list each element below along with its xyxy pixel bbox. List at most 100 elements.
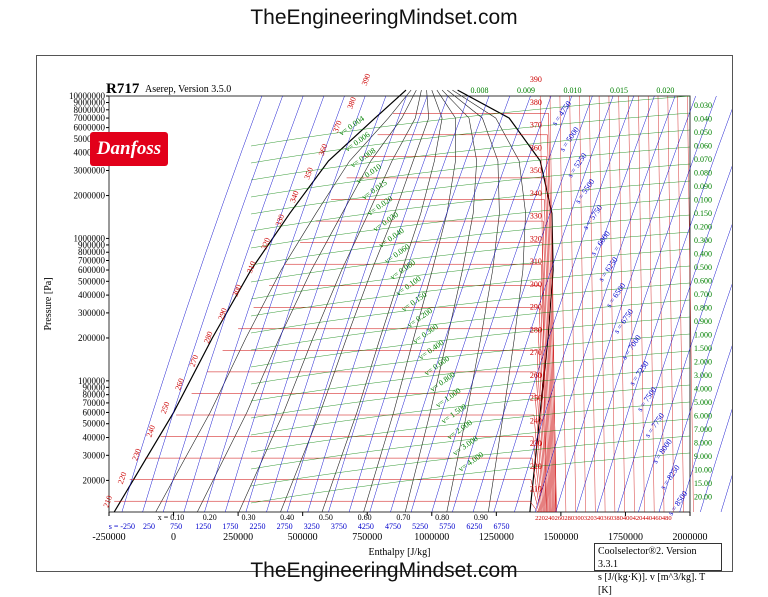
y-tick-label: 30000 bbox=[83, 450, 106, 460]
entropy-label: s = 7250 bbox=[627, 359, 650, 387]
isotherm-line bbox=[598, 95, 606, 513]
quality-label: x = 0.10 bbox=[158, 513, 185, 522]
isochore-line bbox=[250, 384, 691, 436]
isentrope-line bbox=[452, 95, 593, 513]
y-tick-label: 6000000 bbox=[74, 123, 106, 133]
x-tick-label: 1000000 bbox=[414, 532, 449, 543]
temperature-label: 270 bbox=[188, 354, 201, 368]
quality-label: 0.70 bbox=[396, 513, 410, 522]
y-tick-label: 400000 bbox=[78, 290, 106, 300]
x-axis-label: Enthalpy [J/kg] bbox=[369, 547, 431, 558]
temperature-label: 360 bbox=[530, 143, 542, 152]
volume-label: 0.800 bbox=[694, 304, 712, 313]
y-tick-label: 8000000 bbox=[74, 105, 106, 115]
danfoss-logo: Danfoss bbox=[90, 132, 168, 166]
y-axis-label: Pressure [Pa] bbox=[43, 277, 54, 330]
temperature-label: 220 bbox=[116, 471, 129, 485]
volume-label: 0.030 bbox=[694, 101, 712, 110]
bottom-temperature-labels: 2202402602803003203403603804004204404604… bbox=[535, 515, 672, 522]
isochore-line bbox=[250, 180, 691, 232]
isotherm-line bbox=[207, 371, 545, 513]
temperature-label: 330 bbox=[530, 212, 542, 221]
volume-label: 0.060 bbox=[694, 142, 712, 151]
isentrope-line bbox=[410, 95, 552, 513]
volume-label: 20.00 bbox=[694, 493, 712, 502]
isentrope-line bbox=[224, 95, 366, 513]
quality-label: 0.80 bbox=[435, 513, 449, 522]
y-tick-label: 50000 bbox=[83, 419, 106, 429]
volume-label: 0.700 bbox=[694, 290, 712, 299]
y-tick-label: 900000 bbox=[78, 240, 106, 250]
volume-label: 15.00 bbox=[694, 479, 712, 488]
isotherm-line bbox=[657, 95, 665, 513]
isochore-line bbox=[250, 418, 691, 470]
quality-line bbox=[446, 89, 500, 513]
temperature-label: 210 bbox=[102, 494, 115, 508]
isotherm-line bbox=[540, 95, 547, 513]
temperature-label: 290 bbox=[216, 307, 229, 321]
isentrope-line bbox=[266, 95, 407, 513]
isentrope-line bbox=[121, 95, 263, 513]
info-line-1: Coolselector®2. Version 3.3.1 bbox=[598, 546, 697, 570]
entropy-label: 3250 bbox=[304, 522, 320, 531]
entropy-label: s = -250 bbox=[109, 522, 135, 531]
entropy-label: 1250 bbox=[195, 522, 211, 531]
temperature-label: 370 bbox=[530, 121, 542, 130]
isotherm-line bbox=[393, 113, 557, 513]
temperature-label: 350 bbox=[302, 166, 315, 180]
isentrope-line bbox=[514, 95, 655, 513]
y-tick-label: 500000 bbox=[78, 276, 106, 286]
quality-line bbox=[238, 90, 422, 513]
isentrope-line bbox=[720, 474, 732, 513]
isochore-line bbox=[250, 299, 691, 351]
x-tick-label: 1250000 bbox=[479, 532, 514, 543]
isentrope-line bbox=[493, 95, 635, 513]
entropy-label: 2250 bbox=[249, 522, 265, 531]
watermark-bottom: TheEngineeringMindset.com bbox=[250, 559, 518, 582]
ph-chart: -250000 0 250000 500000 750000 1000000 1250000… bbox=[43, 72, 732, 558]
isotherm-line bbox=[677, 95, 684, 513]
isentrope-line bbox=[555, 95, 696, 513]
temperature-label: 280 bbox=[202, 330, 215, 344]
temperature-label: 260 bbox=[530, 371, 542, 380]
temperature-label: 390 bbox=[530, 75, 542, 84]
isochore-line bbox=[250, 401, 691, 453]
isentrope-line bbox=[431, 95, 573, 513]
y-tick-label: 70000 bbox=[83, 398, 106, 408]
entropy-label: 6750 bbox=[493, 522, 509, 531]
isentrope-line bbox=[328, 95, 469, 513]
x-tick-label: 2000000 bbox=[673, 532, 708, 543]
chart-title: R717 bbox=[106, 81, 140, 97]
isotherm-line bbox=[618, 95, 625, 513]
isotherm-line bbox=[114, 500, 539, 513]
entropy-label: 5750 bbox=[439, 522, 455, 531]
entropy-label: s = 6000 bbox=[589, 229, 612, 257]
isotherm-line bbox=[300, 242, 551, 513]
volume-label: 0.040 bbox=[694, 115, 712, 124]
entropy-label: s = 7500 bbox=[635, 385, 658, 413]
isotherm-line bbox=[346, 177, 554, 513]
isentrope-line bbox=[286, 95, 428, 513]
y-tick-label: 90000 bbox=[83, 382, 106, 392]
info-box: Coolselector®2. Version 3.3.1 s [J/(kg·K… bbox=[594, 543, 722, 596]
isotherm-line bbox=[648, 95, 655, 513]
volume-label: 0.015 bbox=[610, 86, 628, 95]
isochore-line bbox=[250, 367, 691, 419]
x-tick-label: 1500000 bbox=[543, 532, 578, 543]
temperature-label: 310 bbox=[245, 260, 258, 274]
temperature-label: 340 bbox=[288, 190, 301, 204]
plot-area bbox=[108, 95, 691, 513]
chart-subtitle: Aserep, Version 3.5.0 bbox=[145, 84, 232, 95]
isotherm-line bbox=[269, 285, 549, 513]
temperature-label: 360 bbox=[317, 143, 330, 157]
isotherm-line bbox=[145, 457, 541, 513]
volume-label: 0.200 bbox=[694, 223, 712, 232]
isotherm-line bbox=[608, 95, 616, 513]
isotherm-line bbox=[579, 95, 586, 513]
temperature-label: 320 bbox=[530, 234, 542, 243]
isentrope-line bbox=[183, 95, 325, 513]
y-tick-label: 2000000 bbox=[74, 191, 106, 201]
isochore-line bbox=[250, 146, 691, 198]
isotherm-line bbox=[315, 220, 552, 513]
isentrope-line bbox=[617, 165, 732, 513]
